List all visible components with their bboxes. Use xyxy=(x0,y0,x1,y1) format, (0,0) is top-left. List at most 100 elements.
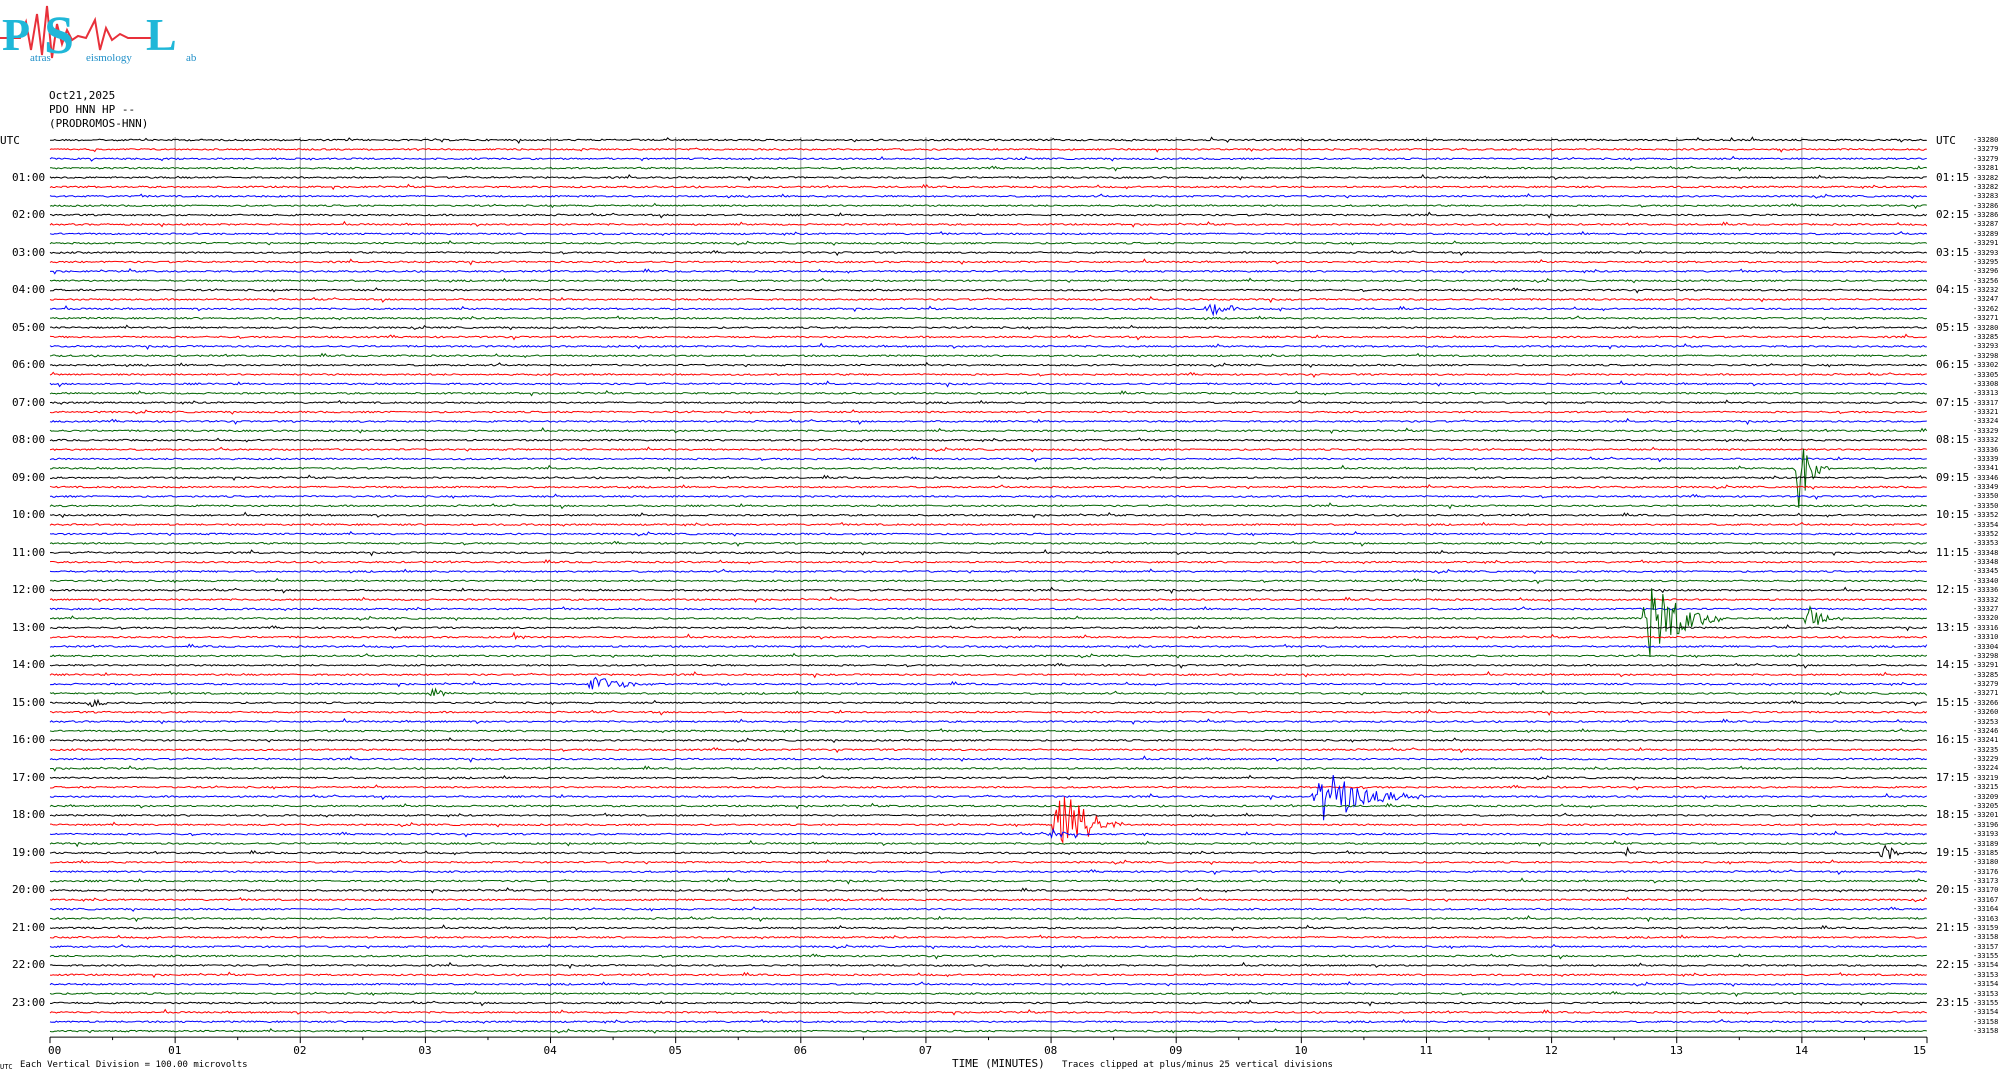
right-hour-label: 01:15 xyxy=(1936,170,1970,184)
trace-offset-label: -33291 xyxy=(1973,239,1999,248)
trace-offset-label: -33354 xyxy=(1973,520,1999,529)
right-hour-label: 13:15 xyxy=(1936,620,1970,634)
trace-offset-label: -33350 xyxy=(1973,492,1999,501)
trace-offset-label: -33350 xyxy=(1973,501,1999,510)
trace-offset-label: -33266 xyxy=(1973,698,1999,707)
seismic-trace xyxy=(49,437,1927,443)
seismic-trace xyxy=(49,765,1927,772)
trace-offset-label: -33348 xyxy=(1973,558,1999,567)
seismic-trace xyxy=(49,361,1927,368)
left-hour-label: 18:00 xyxy=(12,808,46,822)
trace-offset-label: -33232 xyxy=(1973,286,1999,295)
trace-offset-label: -33235 xyxy=(1973,745,1999,754)
seismic-trace xyxy=(49,717,1928,725)
trace-offset-label: -33189 xyxy=(1973,839,1999,848)
clip-note: Traces clipped at plus/minus 25 vertical… xyxy=(1062,1060,1333,1070)
trace-offset-label: -33159 xyxy=(1973,923,1999,932)
seismic-trace xyxy=(49,802,1927,810)
left-hour-label: 15:00 xyxy=(12,695,46,709)
left-hour-label: 01:00 xyxy=(12,170,46,184)
seismic-trace xyxy=(49,371,1927,378)
seismic-trace xyxy=(49,747,1928,754)
seismic-trace xyxy=(49,483,1927,490)
trace-offset-label: -33346 xyxy=(1973,473,1999,482)
minute-tick-label: 06 xyxy=(793,1044,808,1058)
trace-offset-label: -33279 xyxy=(1973,145,1999,154)
seismic-trace xyxy=(49,427,1928,435)
seismic-trace xyxy=(49,662,1927,669)
left-hour-label: 10:00 xyxy=(12,508,46,522)
seismic-trace xyxy=(49,249,1928,257)
trace-offset-label: -33164 xyxy=(1973,905,1999,914)
trace-offset-label: -33260 xyxy=(1973,708,1999,717)
seismic-trace xyxy=(49,999,1927,1007)
logo-word-eismology: eismology xyxy=(86,52,132,64)
trace-offset-label: -33289 xyxy=(1973,229,1999,238)
trace-offset-label: -33155 xyxy=(1973,998,1999,1007)
trace-offset-label: -33173 xyxy=(1973,877,1999,886)
trace-offset-label: -33241 xyxy=(1973,736,1999,745)
seismic-trace xyxy=(49,839,1927,848)
trace-offset-label: -33256 xyxy=(1973,276,1999,285)
trace-offset-label: -33224 xyxy=(1973,764,1999,773)
minute-tick-label: 00 xyxy=(48,1044,62,1058)
right-hour-label: 09:15 xyxy=(1936,470,1970,484)
seismic-trace xyxy=(50,631,1928,641)
right-axis-title: UTC xyxy=(1936,134,1956,147)
seismic-trace xyxy=(49,577,1927,585)
trace-offset-label: -33163 xyxy=(1973,914,1999,923)
trace-offset-label: -33262 xyxy=(1973,304,1999,313)
left-hour-label: 20:00 xyxy=(12,883,46,897)
minute-tick-label: 15 xyxy=(1913,1044,1927,1058)
seismic-trace xyxy=(49,202,1927,210)
trace-offset-label: -33305 xyxy=(1973,370,1999,379)
seismic-trace xyxy=(49,220,1928,228)
left-hour-label: 05:00 xyxy=(12,320,46,334)
seismic-trace xyxy=(49,687,1928,697)
seismic-trace xyxy=(50,588,1927,657)
seismic-trace xyxy=(49,287,1927,294)
seismic-trace xyxy=(49,521,1927,527)
seismic-trace xyxy=(49,549,1928,557)
seismic-trace xyxy=(49,530,1927,537)
seismogram-logo-graphic xyxy=(0,5,155,59)
seismic-trace xyxy=(49,240,1928,246)
trace-offset-label: -33158 xyxy=(1973,1027,1999,1036)
seismic-trace xyxy=(50,448,1927,508)
trace-offset-label: -33316 xyxy=(1973,623,1999,632)
minute-tick-label: 12 xyxy=(1544,1044,1558,1058)
right-hour-label: 10:15 xyxy=(1936,508,1970,522)
trace-offset-label: -33215 xyxy=(1973,783,1999,792)
trace-offset-label: -33154 xyxy=(1973,980,1999,989)
seismic-trace xyxy=(49,728,1928,734)
seismic-trace xyxy=(50,315,1927,321)
trace-offset-label: -33154 xyxy=(1973,961,1999,970)
left-hour-label: 16:00 xyxy=(12,733,46,747)
seismic-trace xyxy=(49,775,1927,821)
trace-offset-label: -33352 xyxy=(1973,511,1999,520)
seismic-trace xyxy=(49,390,1927,397)
trace-offset-label: -33298 xyxy=(1973,651,1999,660)
seismic-trace xyxy=(49,230,1928,236)
trace-offset-label: -33320 xyxy=(1973,614,1999,623)
trace-offset-label: -33293 xyxy=(1973,248,1999,257)
seismic-trace xyxy=(49,155,1927,162)
trace-offset-label: -33157 xyxy=(1973,942,1999,951)
seismic-trace xyxy=(49,676,1928,690)
trace-offset-label: -33340 xyxy=(1973,576,1999,585)
trace-offset-label: -33154 xyxy=(1973,1008,1999,1017)
seismic-trace xyxy=(49,456,1927,463)
seismic-trace xyxy=(49,409,1927,415)
seismic-trace xyxy=(49,828,1927,839)
trace-offset-label: -33291 xyxy=(1973,661,1999,670)
minute-tick-label: 02 xyxy=(293,1044,307,1058)
trace-offset-label: -33324 xyxy=(1973,417,1999,426)
trace-offset-label: -33193 xyxy=(1973,830,1999,839)
trace-offset-label: -33352 xyxy=(1973,529,1999,538)
seismic-trace xyxy=(49,877,1927,885)
right-hour-label: 02:15 xyxy=(1936,208,1970,222)
seismic-trace xyxy=(49,342,1927,351)
trace-offset-label: -33155 xyxy=(1973,952,1999,961)
right-hour-label: 15:15 xyxy=(1936,695,1970,709)
seismic-trace xyxy=(49,1008,1927,1016)
